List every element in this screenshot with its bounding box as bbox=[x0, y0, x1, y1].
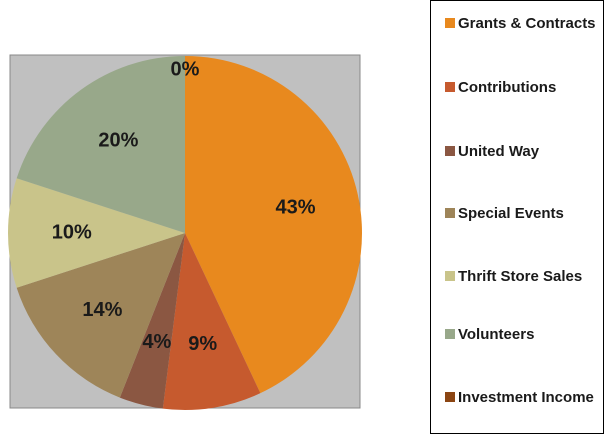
legend-swatch bbox=[445, 208, 455, 218]
legend-label: Grants & Contracts bbox=[458, 15, 596, 32]
legend-entry: Grants & Contracts bbox=[445, 13, 601, 34]
data-label: 43% bbox=[276, 197, 316, 219]
legend-label: Thrift Store Sales bbox=[458, 268, 583, 285]
legend-entry: Contributions bbox=[445, 77, 601, 98]
legend-label: United Way bbox=[458, 143, 540, 160]
legend-swatch bbox=[445, 82, 455, 92]
chart: 43% 9% 4% 14% 10% 20% 0% bbox=[7, 54, 362, 410]
legend-swatch bbox=[445, 18, 455, 28]
pie-slice bbox=[16, 56, 186, 233]
pie-slice bbox=[119, 233, 185, 409]
data-label: 20% bbox=[98, 130, 138, 152]
data-label: 10% bbox=[52, 221, 92, 243]
pie-slice bbox=[7, 178, 185, 288]
data-label: 14% bbox=[82, 299, 122, 321]
pie-slice bbox=[16, 233, 186, 398]
legend-label: Volunteers bbox=[458, 326, 535, 343]
legend: Grants & Contracts Contributions United Wa… bbox=[430, 0, 604, 434]
legend-entry: Investment Income bbox=[445, 387, 601, 408]
legend-swatch bbox=[445, 329, 455, 339]
data-label: 0% bbox=[171, 58, 200, 80]
legend-entry: Volunteers bbox=[445, 324, 601, 345]
legend-entry: Thrift Store Sales bbox=[445, 266, 601, 287]
legend-swatch bbox=[445, 271, 455, 281]
data-label: 9% bbox=[188, 333, 217, 355]
pie-slice bbox=[185, 56, 362, 394]
legend-label: Special Events bbox=[458, 205, 564, 222]
legend-entry: Special Events bbox=[445, 203, 601, 224]
pie-slice bbox=[162, 233, 261, 410]
legend-swatch bbox=[445, 392, 455, 402]
legend-entry: United Way bbox=[445, 141, 601, 162]
legend-label: Investment Income bbox=[458, 389, 594, 406]
data-label: 4% bbox=[142, 331, 171, 353]
legend-label: Contributions bbox=[458, 79, 557, 96]
legend-swatch bbox=[445, 146, 455, 156]
